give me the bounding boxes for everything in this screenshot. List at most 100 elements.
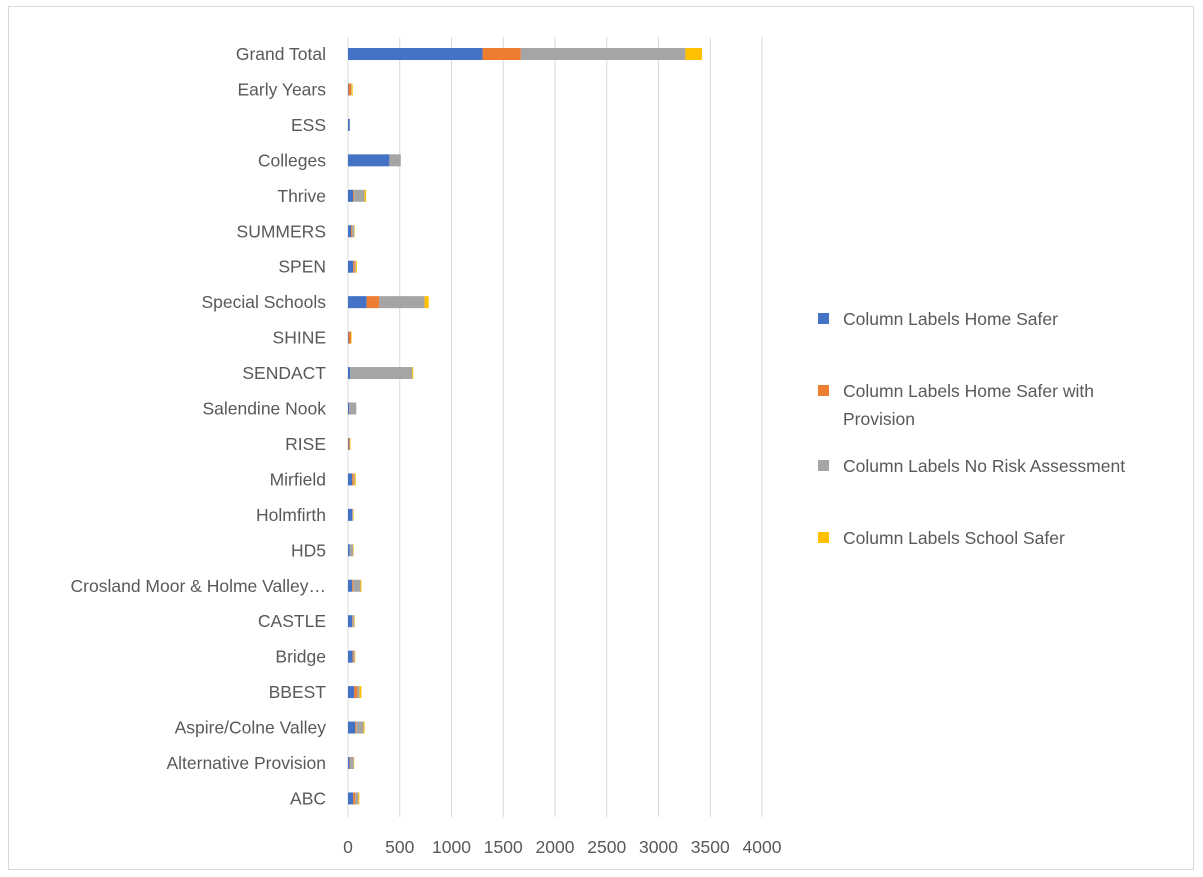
bar-segment	[348, 792, 354, 805]
category-labels: Grand Total Early Years ESS Colleges Thrive S…	[71, 44, 327, 808]
legend-swatch	[818, 313, 829, 324]
bar-segment	[348, 296, 367, 309]
category-label: Mirfield	[270, 469, 326, 489]
bar-segment	[354, 189, 365, 202]
bar-segment	[360, 579, 362, 592]
bars	[348, 48, 702, 805]
category-label: Thrive	[277, 186, 326, 206]
legend-entry-label: Column Labels No Risk Assessment	[843, 456, 1125, 476]
category-label: Colleges	[258, 150, 326, 170]
bar-segment	[353, 579, 361, 592]
bar-segment	[348, 437, 350, 450]
bar-segment	[353, 792, 356, 805]
bar-segment	[351, 331, 352, 344]
bar-segment	[348, 189, 354, 202]
bar-segment	[348, 83, 352, 96]
category-label: Bridge	[275, 647, 326, 667]
bar-segment	[353, 757, 355, 769]
legend-entry-label: Column Labels Home Safer with	[843, 381, 1094, 401]
bar-segment	[353, 508, 354, 521]
category-label: SHINE	[273, 328, 326, 348]
bar-segment	[348, 544, 350, 557]
bar-segment	[358, 792, 360, 805]
category-label: Salendine Nook	[202, 399, 326, 419]
bar-segment	[349, 118, 351, 131]
stacked-bar-chart: Grand Total Early Years ESS Colleges Thrive S…	[71, 37, 1125, 857]
category-label: ESS	[291, 115, 326, 135]
bar-segment	[350, 757, 354, 769]
legend-swatch	[818, 460, 829, 471]
bar-segment	[355, 260, 357, 273]
bar-segment	[353, 189, 355, 202]
bar-segment	[482, 48, 521, 60]
legend-entry-label: Column Labels Home Safer	[843, 309, 1058, 329]
category-label: SUMMERS	[237, 221, 326, 241]
bar-segment	[354, 473, 356, 486]
x-tick-label: 1500	[484, 837, 523, 857]
bar-segment	[353, 650, 355, 663]
bar-segment	[351, 83, 352, 96]
category-label: Holmfirth	[256, 505, 326, 525]
legend: Column Labels Home Safer Column Labels Ho…	[818, 309, 1125, 548]
bar-segment	[355, 721, 357, 734]
category-label: Alternative Provision	[166, 753, 326, 773]
bar-segment	[350, 367, 413, 380]
legend-entry-label: Column Labels School Safer	[843, 528, 1065, 548]
bar-segment	[351, 225, 353, 238]
bar-segment	[348, 260, 354, 273]
bar-segment	[349, 544, 354, 557]
bar-segment	[352, 508, 354, 521]
bar-segment	[348, 615, 353, 628]
bar-segment	[354, 615, 355, 628]
bar-segment	[354, 650, 356, 663]
bar-segment	[348, 508, 353, 521]
bar-segment	[412, 367, 414, 380]
bar-segment	[348, 48, 483, 60]
bar-segment	[348, 154, 390, 167]
category-label: Aspire/Colne Valley	[175, 718, 327, 738]
bar-segment	[349, 757, 351, 769]
bar-segment	[363, 721, 365, 734]
bar-segment	[357, 686, 360, 699]
x-tick-label: 0	[343, 837, 353, 857]
x-tick-label: 2000	[536, 837, 575, 857]
bar-segment	[348, 225, 352, 238]
bar-segment	[348, 367, 351, 380]
bar-segment	[356, 721, 364, 734]
bar-segment	[364, 189, 367, 202]
x-tick-label: 4000	[743, 837, 782, 857]
bar-segment	[354, 225, 355, 238]
bar-segment	[520, 48, 686, 60]
gridlines	[347, 37, 763, 817]
bar-segment	[348, 331, 352, 344]
bar-segment	[685, 48, 702, 60]
legend-swatch	[818, 532, 829, 543]
bar-segment	[352, 615, 355, 628]
bar-segment	[348, 757, 350, 769]
category-label: HD5	[291, 540, 326, 560]
x-axis-tick-labels: 0 500 1000 1500 2000 2500 3000 3500 4000	[343, 837, 782, 857]
bar-segment	[366, 296, 380, 309]
bar-segment	[389, 154, 401, 167]
category-label: SENDACT	[242, 363, 326, 383]
bar-segment	[348, 118, 350, 131]
x-tick-label: 3000	[639, 837, 678, 857]
bar-segment	[359, 686, 362, 699]
x-tick-label: 1000	[432, 837, 471, 857]
bar-segment	[351, 83, 353, 96]
bar-segment	[352, 225, 355, 238]
category-label: BBEST	[269, 682, 327, 702]
bar-segment	[348, 331, 349, 344]
bar-segment	[349, 437, 351, 450]
x-tick-label: 500	[385, 837, 414, 857]
bar-segment	[348, 650, 353, 663]
bar-segment	[353, 473, 355, 486]
category-label: Grand Total	[236, 44, 326, 64]
category-label: Early Years	[237, 79, 326, 99]
bar-segment	[352, 650, 354, 663]
legend-swatch	[818, 385, 829, 396]
category-label: ABC	[290, 788, 326, 808]
bar-segment	[348, 473, 353, 486]
category-label: Special Schools	[201, 292, 326, 312]
category-label: Crosland Moor & Holme Valley…	[71, 576, 326, 596]
